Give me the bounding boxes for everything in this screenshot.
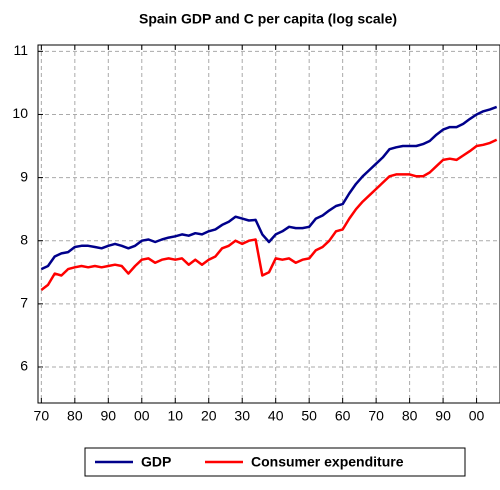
y-tick-label: 10 [12,105,28,121]
x-tick-label: 80 [402,408,418,424]
x-tick-label: 30 [234,408,250,424]
y-tick-label: 9 [20,168,28,184]
chart-title: Spain GDP and C per capita (log scale) [139,11,397,27]
y-tick-label: 11 [13,42,28,58]
x-tick-label: 40 [268,408,284,424]
x-tick-label: 10 [167,408,183,424]
x-tick-label: 20 [201,408,217,424]
x-tick-label: 80 [67,408,83,424]
data-line [40,105,498,271]
y-tick-label: 6 [20,358,28,374]
legend-label: GDP [141,454,171,470]
x-tick-label: 70 [368,408,384,424]
x-tick-label: 50 [301,408,317,424]
plot-frame [37,44,500,404]
x-tick-label: 60 [335,408,351,424]
legend-label: Consumer expenditure [251,454,404,470]
y-tick-label: 8 [20,231,28,247]
x-tick-label: 00 [469,408,485,424]
x-tick-label: 00 [134,408,150,424]
x-tick-label: 90 [435,408,451,424]
x-tick-label: 90 [101,408,117,424]
y-tick-label: 7 [20,295,28,311]
x-tick-label: 70 [34,408,50,424]
data-line [40,138,498,291]
legend-box [84,447,466,477]
